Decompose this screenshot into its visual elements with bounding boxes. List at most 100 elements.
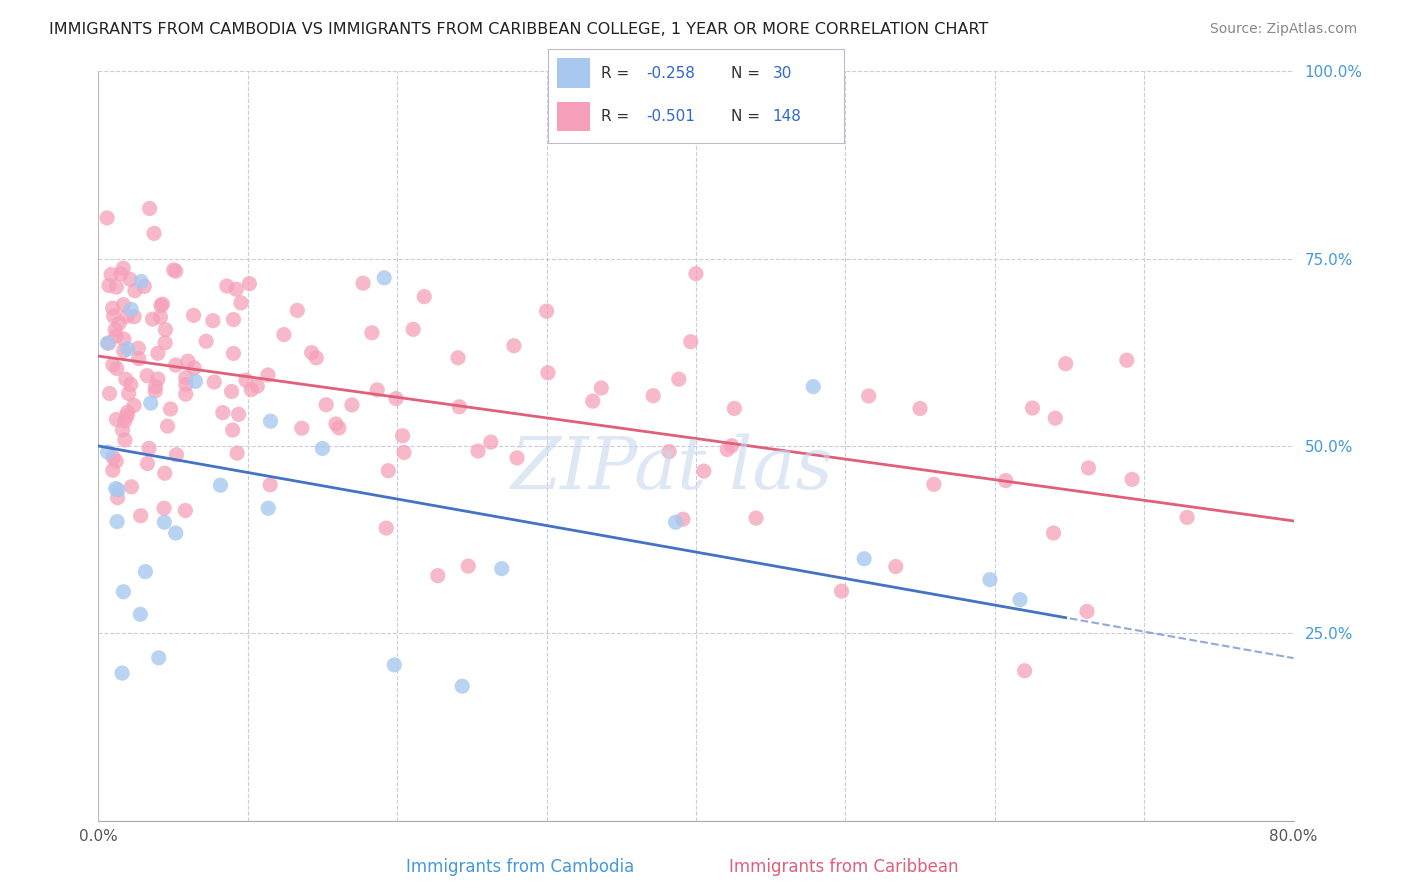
- Point: [104, 482, 127, 496]
- Point: [209, 478, 232, 492]
- Point: [112, 343, 135, 358]
- Point: [134, 279, 156, 293]
- Point: [226, 446, 249, 460]
- Point: [257, 368, 280, 382]
- Point: [117, 342, 139, 356]
- Point: [153, 335, 176, 350]
- Point: [165, 358, 187, 372]
- Point: [451, 679, 474, 693]
- Point: [426, 568, 449, 582]
- Point: [145, 379, 167, 393]
- Point: [103, 309, 125, 323]
- Point: [120, 480, 142, 494]
- Point: [120, 377, 142, 392]
- Point: [112, 261, 135, 276]
- Point: [259, 477, 281, 491]
- Point: [221, 384, 243, 399]
- Point: [222, 346, 245, 360]
- Point: [143, 384, 166, 398]
- Point: [153, 515, 176, 529]
- Point: [257, 501, 280, 516]
- Point: [142, 312, 165, 326]
- Point: [591, 381, 613, 395]
- Point: [96, 211, 118, 225]
- Point: [643, 389, 665, 403]
- Point: [582, 394, 605, 409]
- Point: [166, 448, 188, 462]
- Point: [183, 309, 205, 323]
- Point: [96, 336, 118, 351]
- Point: [110, 267, 132, 281]
- Point: [221, 423, 243, 437]
- Point: [174, 503, 197, 517]
- Point: [143, 227, 166, 241]
- Point: [1121, 472, 1143, 486]
- Point: [211, 406, 233, 420]
- Point: [117, 386, 139, 401]
- Text: ZIPat las: ZIPat las: [510, 434, 834, 504]
- Point: [352, 276, 374, 290]
- Point: [449, 400, 471, 414]
- Point: [111, 423, 134, 437]
- Point: [1008, 592, 1031, 607]
- Point: [1014, 664, 1036, 678]
- Point: [165, 264, 187, 278]
- Point: [665, 515, 688, 529]
- Bar: [557, 102, 589, 131]
- Point: [105, 412, 128, 426]
- Point: [658, 444, 681, 458]
- Point: [305, 351, 328, 365]
- Point: [129, 275, 152, 289]
- Point: [115, 409, 138, 424]
- Point: [156, 419, 179, 434]
- Point: [273, 327, 295, 342]
- Bar: [557, 59, 589, 88]
- Point: [97, 336, 120, 351]
- Point: [128, 351, 150, 366]
- Point: [479, 435, 502, 450]
- Point: [377, 464, 399, 478]
- Point: [375, 521, 398, 535]
- Point: [668, 372, 690, 386]
- Point: [1021, 401, 1043, 415]
- Text: R =: R =: [602, 109, 634, 124]
- Point: [1076, 604, 1098, 618]
- Point: [979, 573, 1001, 587]
- Point: [215, 279, 238, 293]
- Point: [240, 383, 263, 397]
- Point: [105, 361, 128, 376]
- Point: [229, 296, 252, 310]
- Point: [679, 334, 702, 349]
- Point: [361, 326, 384, 340]
- Point: [1054, 357, 1077, 371]
- Point: [159, 402, 181, 417]
- Point: [136, 457, 159, 471]
- Point: [98, 386, 121, 401]
- Point: [114, 414, 136, 428]
- Point: [136, 368, 159, 383]
- Point: [720, 439, 742, 453]
- Point: [115, 310, 138, 324]
- Point: [1175, 510, 1198, 524]
- Text: IMMIGRANTS FROM CAMBODIA VS IMMIGRANTS FROM CARIBBEAN COLLEGE, 1 YEAR OR MORE CO: IMMIGRANTS FROM CAMBODIA VS IMMIGRANTS F…: [49, 22, 988, 37]
- Point: [373, 270, 395, 285]
- Point: [120, 302, 142, 317]
- Point: [174, 387, 197, 401]
- Point: [100, 268, 122, 282]
- Point: [259, 414, 281, 428]
- Text: 30: 30: [773, 66, 792, 81]
- Point: [382, 657, 405, 672]
- Point: [366, 383, 388, 397]
- Point: [235, 373, 257, 387]
- Point: [150, 297, 173, 311]
- Point: [174, 377, 197, 392]
- Point: [831, 584, 853, 599]
- Point: [122, 398, 145, 412]
- Point: [174, 370, 197, 384]
- Point: [184, 374, 207, 388]
- Point: [107, 483, 129, 497]
- Point: [994, 474, 1017, 488]
- Point: [138, 442, 160, 456]
- Point: [201, 314, 224, 328]
- Point: [228, 407, 250, 421]
